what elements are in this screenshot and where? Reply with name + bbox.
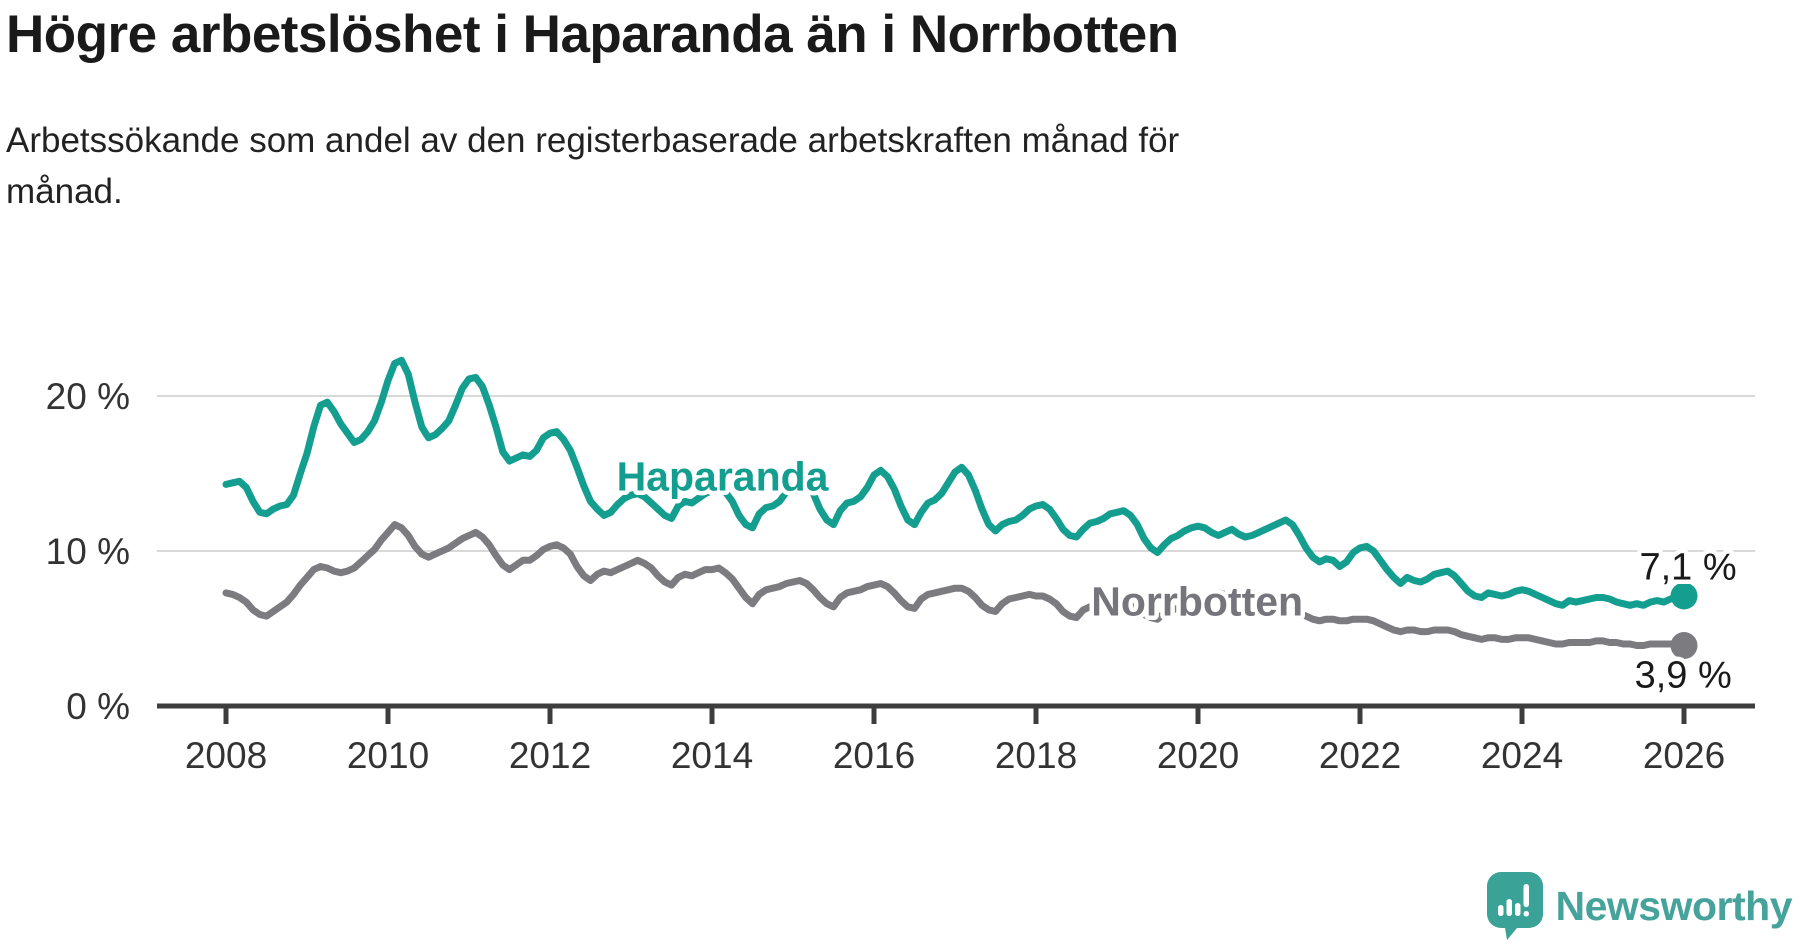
chart-subtitle-line-2: månad.	[6, 171, 123, 211]
newsworthy-branding: Newsworthy	[1486, 872, 1793, 940]
series-line-norrbotten	[222, 521, 1688, 649]
chart-title: Högre arbetslöshet i Haparanda än i Norr…	[6, 5, 1179, 64]
y-axis-tick-label: 20 %	[46, 376, 130, 417]
x-axis-tick-label: 2012	[509, 735, 591, 776]
x-axis-tick-label: 2022	[1319, 735, 1401, 776]
chart-subtitle: Arbetssökande som andel av den registerb…	[6, 116, 1179, 218]
exclamation-stem	[1523, 884, 1529, 907]
exclamation-dot	[1523, 911, 1529, 917]
x-axis-tick-label: 2014	[671, 735, 753, 776]
series-label-Haparanda: Haparanda	[617, 454, 830, 500]
mini-barchart-glyph	[1497, 884, 1529, 917]
y-axis-tick-label: 0 %	[66, 686, 130, 727]
newsworthy-logo-icon	[1486, 872, 1543, 940]
series-end-dot-haparanda	[1670, 582, 1698, 610]
x-axis-tick-label: 2010	[347, 735, 429, 776]
x-axis-tick-label: 2016	[833, 735, 915, 776]
brand-name: Newsworthy	[1555, 882, 1793, 929]
series-end-dot-norrbotten	[1670, 632, 1698, 660]
y-axis-tick-label: 10 %	[46, 531, 130, 572]
value-label-71: 7,1 %	[1639, 547, 1736, 589]
value-label-39: 3,9 %	[1635, 654, 1732, 696]
x-axis-tick-label: 2008	[185, 735, 267, 776]
x-axis-tick-label: 2024	[1481, 735, 1563, 776]
series-label-Norrbotten: Norrbotten	[1091, 578, 1303, 624]
x-axis-tick-label: 2018	[995, 735, 1077, 776]
x-axis-tick-label: 2026	[1643, 735, 1725, 776]
chart-subtitle-line-1: Arbetssökande som andel av den registerb…	[6, 121, 1180, 160]
series-line-haparanda	[222, 356, 1688, 609]
x-axis-tick-label: 2020	[1157, 735, 1239, 776]
